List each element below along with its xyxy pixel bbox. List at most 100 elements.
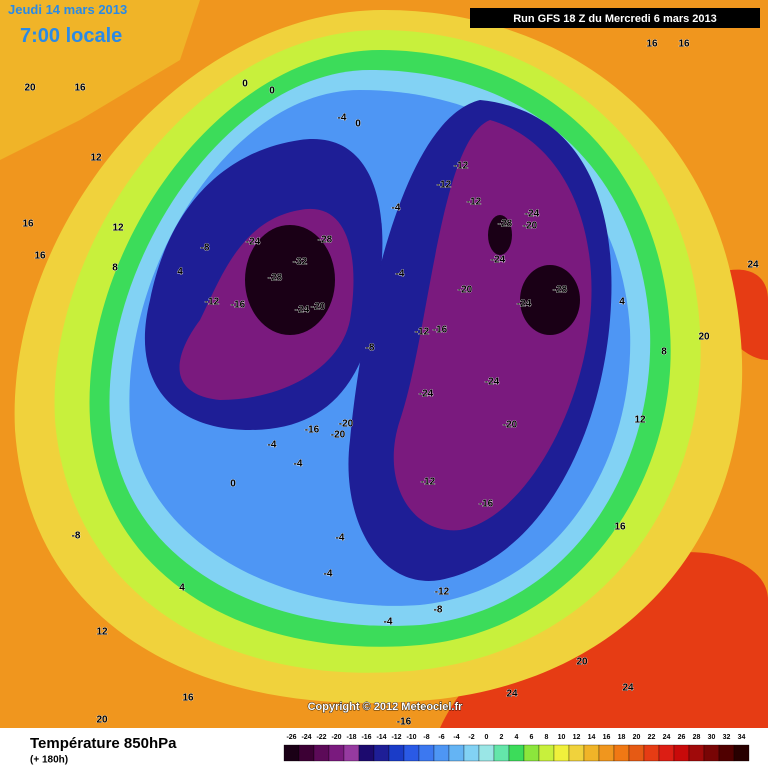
colorbar-swatch (373, 744, 390, 762)
contour-label: -8 (366, 343, 375, 354)
contour-label: -8 (434, 605, 443, 616)
colorbar-label: 22 (648, 734, 656, 741)
contour-label: -12 (415, 327, 430, 338)
colorbar-swatch (358, 744, 375, 762)
contour-label: -4 (338, 113, 347, 124)
colorbar-label: -26 (286, 734, 296, 741)
colorbar-label: -14 (376, 734, 386, 741)
contour-label: -12 (205, 297, 220, 308)
colorbar-swatch (448, 744, 465, 762)
colorbar-label: 0 (485, 734, 489, 741)
colorbar-swatch (433, 744, 450, 762)
contour-label: 12 (634, 415, 646, 426)
colorbar-label: 28 (693, 734, 701, 741)
cold-core (245, 225, 335, 335)
colorbar-label: 16 (603, 734, 611, 741)
contour-label: -20 (503, 420, 518, 431)
contour-label: 0 (355, 119, 361, 130)
contour-label: -12 (435, 587, 450, 598)
contour-label: 24 (747, 260, 759, 271)
contour-label: -20 (458, 285, 473, 296)
contour-label: -4 (324, 569, 333, 580)
contour-label: 8 (661, 347, 667, 358)
colorbar-label: -4 (453, 734, 459, 741)
colorbar-label: 26 (678, 734, 686, 741)
contour-label: -24 (517, 299, 532, 310)
contour-label: -4 (384, 617, 393, 628)
contour-label: 16 (614, 522, 626, 533)
contour-label: -20 (523, 221, 538, 232)
colorbar-swatch (733, 744, 750, 762)
contour-label: -8 (72, 531, 81, 542)
contour-label: -28 (268, 273, 283, 284)
colorbar-label: 2 (500, 734, 504, 741)
colorbar-label: 20 (633, 734, 641, 741)
contour-label: -32 (293, 257, 308, 268)
contour-label: 20 (576, 657, 588, 668)
contour-label: -8 (201, 243, 210, 254)
contour-label: -4 (396, 269, 405, 280)
run-info: Run GFS 18 Z du Mercredi 6 mars 2013 (513, 13, 717, 25)
colorbar-swatch (523, 744, 540, 762)
colorbar-label: -18 (346, 734, 356, 741)
contour-label: 4 (177, 267, 183, 278)
colorbar-label: 34 (738, 734, 746, 741)
contour-label: 20 (24, 83, 36, 94)
colorbar-label: -24 (301, 734, 311, 741)
colorbar-swatch (298, 744, 315, 762)
colorbar-label: 12 (573, 734, 581, 741)
contour-label: -20 (311, 302, 326, 313)
colorbar-label: 10 (558, 734, 566, 741)
contour-label: -16 (433, 325, 448, 336)
contour-label: 4 (179, 583, 185, 594)
contour-label: -24 (485, 377, 500, 388)
contour-label: -12 (467, 197, 482, 208)
colorbar-swatch (598, 744, 615, 762)
footer-title: Température 850hPa (30, 735, 177, 752)
colorbar-swatch (568, 744, 585, 762)
contour-label: 4 (619, 297, 625, 308)
colorbar-label: 8 (545, 734, 549, 741)
colorbar-label: -6 (438, 734, 444, 741)
colorbar-swatch (658, 744, 675, 762)
contour-label: -24 (419, 389, 434, 400)
colorbar-label: 18 (618, 734, 626, 741)
contour-label: 24 (506, 689, 518, 700)
colorbar-swatch (283, 744, 300, 762)
contour-label: -4 (268, 440, 277, 451)
colorbar-label: -8 (423, 734, 429, 741)
contour-label: 20 (698, 332, 710, 343)
warm-zone (0, 0, 200, 160)
contour-label: 12 (112, 223, 124, 234)
colorbar-swatch (493, 744, 510, 762)
colorbar-swatch (313, 744, 330, 762)
contour-label: -28 (318, 235, 333, 246)
colorbar-label: 32 (723, 734, 731, 741)
colorbar-label: -16 (361, 734, 371, 741)
contour-label: -28 (498, 219, 513, 230)
colorbar-label: 30 (708, 734, 716, 741)
contour-label: -20 (339, 419, 354, 430)
contour-label: -24 (246, 237, 261, 248)
colorbar-label: -2 (468, 734, 474, 741)
colorbar-label: -10 (406, 734, 416, 741)
contour-label: -16 (397, 717, 412, 728)
colorbar-label: -22 (316, 734, 326, 741)
contour-label: -28 (553, 285, 568, 296)
contour-label: 16 (646, 39, 658, 50)
contour-label: -12 (421, 477, 436, 488)
colorbar-label: 6 (530, 734, 534, 741)
colorbar-label: -12 (391, 734, 401, 741)
colorbar-label: 4 (515, 734, 519, 741)
contour-label: -4 (392, 203, 401, 214)
run-box (470, 8, 760, 28)
contour-label: -24 (525, 209, 540, 220)
contour-label: 16 (182, 693, 194, 704)
cold-core (520, 265, 580, 335)
contour-label: -24 (295, 305, 310, 316)
cold-core (393, 120, 592, 531)
colorbar-swatch (688, 744, 705, 762)
contour-label: -16 (305, 425, 320, 436)
colorbar-swatch (508, 744, 525, 762)
